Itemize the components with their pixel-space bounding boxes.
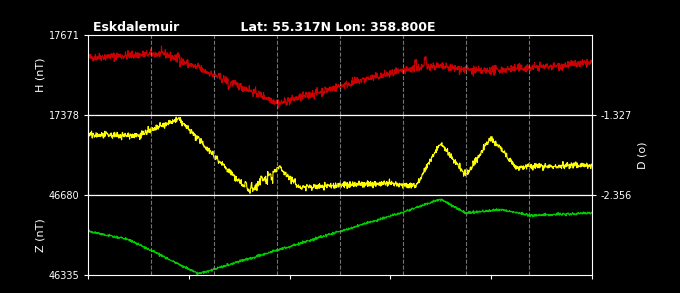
Text: Eskdalemuir              Lat: 55.317N Lon: 358.800E: Eskdalemuir Lat: 55.317N Lon: 358.800E: [93, 21, 436, 34]
Y-axis label: H (nT): H (nT): [36, 58, 46, 93]
Y-axis label: Z (nT): Z (nT): [36, 219, 46, 252]
Y-axis label: D (o): D (o): [637, 142, 647, 169]
